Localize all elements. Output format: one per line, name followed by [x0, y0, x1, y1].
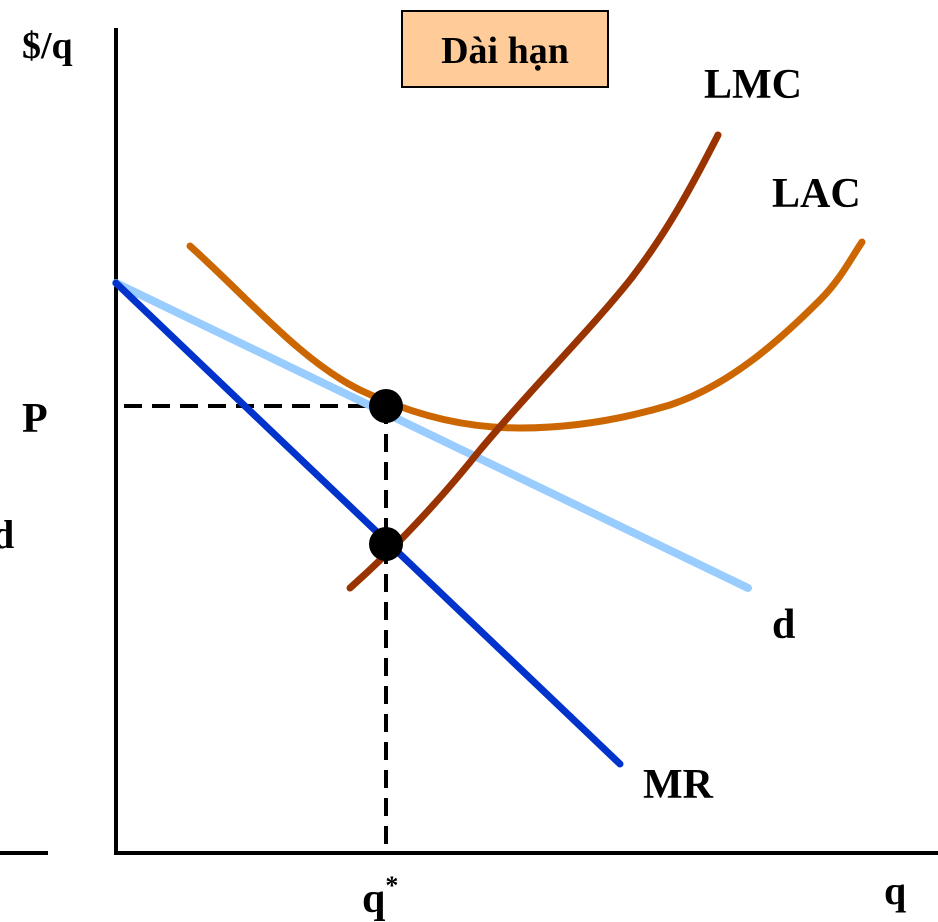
- mr-label: MR: [643, 762, 714, 808]
- quantity-star-label: q*: [362, 871, 398, 922]
- y-axis-label: $/q: [22, 25, 73, 67]
- lac-curve: [186, 238, 866, 432]
- quantity-star-q: q: [362, 876, 385, 922]
- mr-lmc-intersection-point: [369, 527, 403, 561]
- title: Dài hạn: [441, 30, 569, 72]
- lmc-curve: [346, 131, 722, 592]
- lac-label: LAC: [772, 171, 861, 217]
- left-partial-d-label: d: [0, 512, 14, 557]
- mr-curve: [112, 279, 624, 768]
- quantity-star-superscript: *: [385, 871, 398, 900]
- price-equilibrium-point: [369, 389, 403, 423]
- price-label: P: [22, 396, 48, 442]
- title-box: [401, 10, 609, 88]
- demand-curve: [112, 279, 752, 592]
- demand-label: d: [772, 602, 795, 648]
- lmc-label: LMC: [704, 62, 802, 108]
- x-axis-label: q: [884, 868, 906, 913]
